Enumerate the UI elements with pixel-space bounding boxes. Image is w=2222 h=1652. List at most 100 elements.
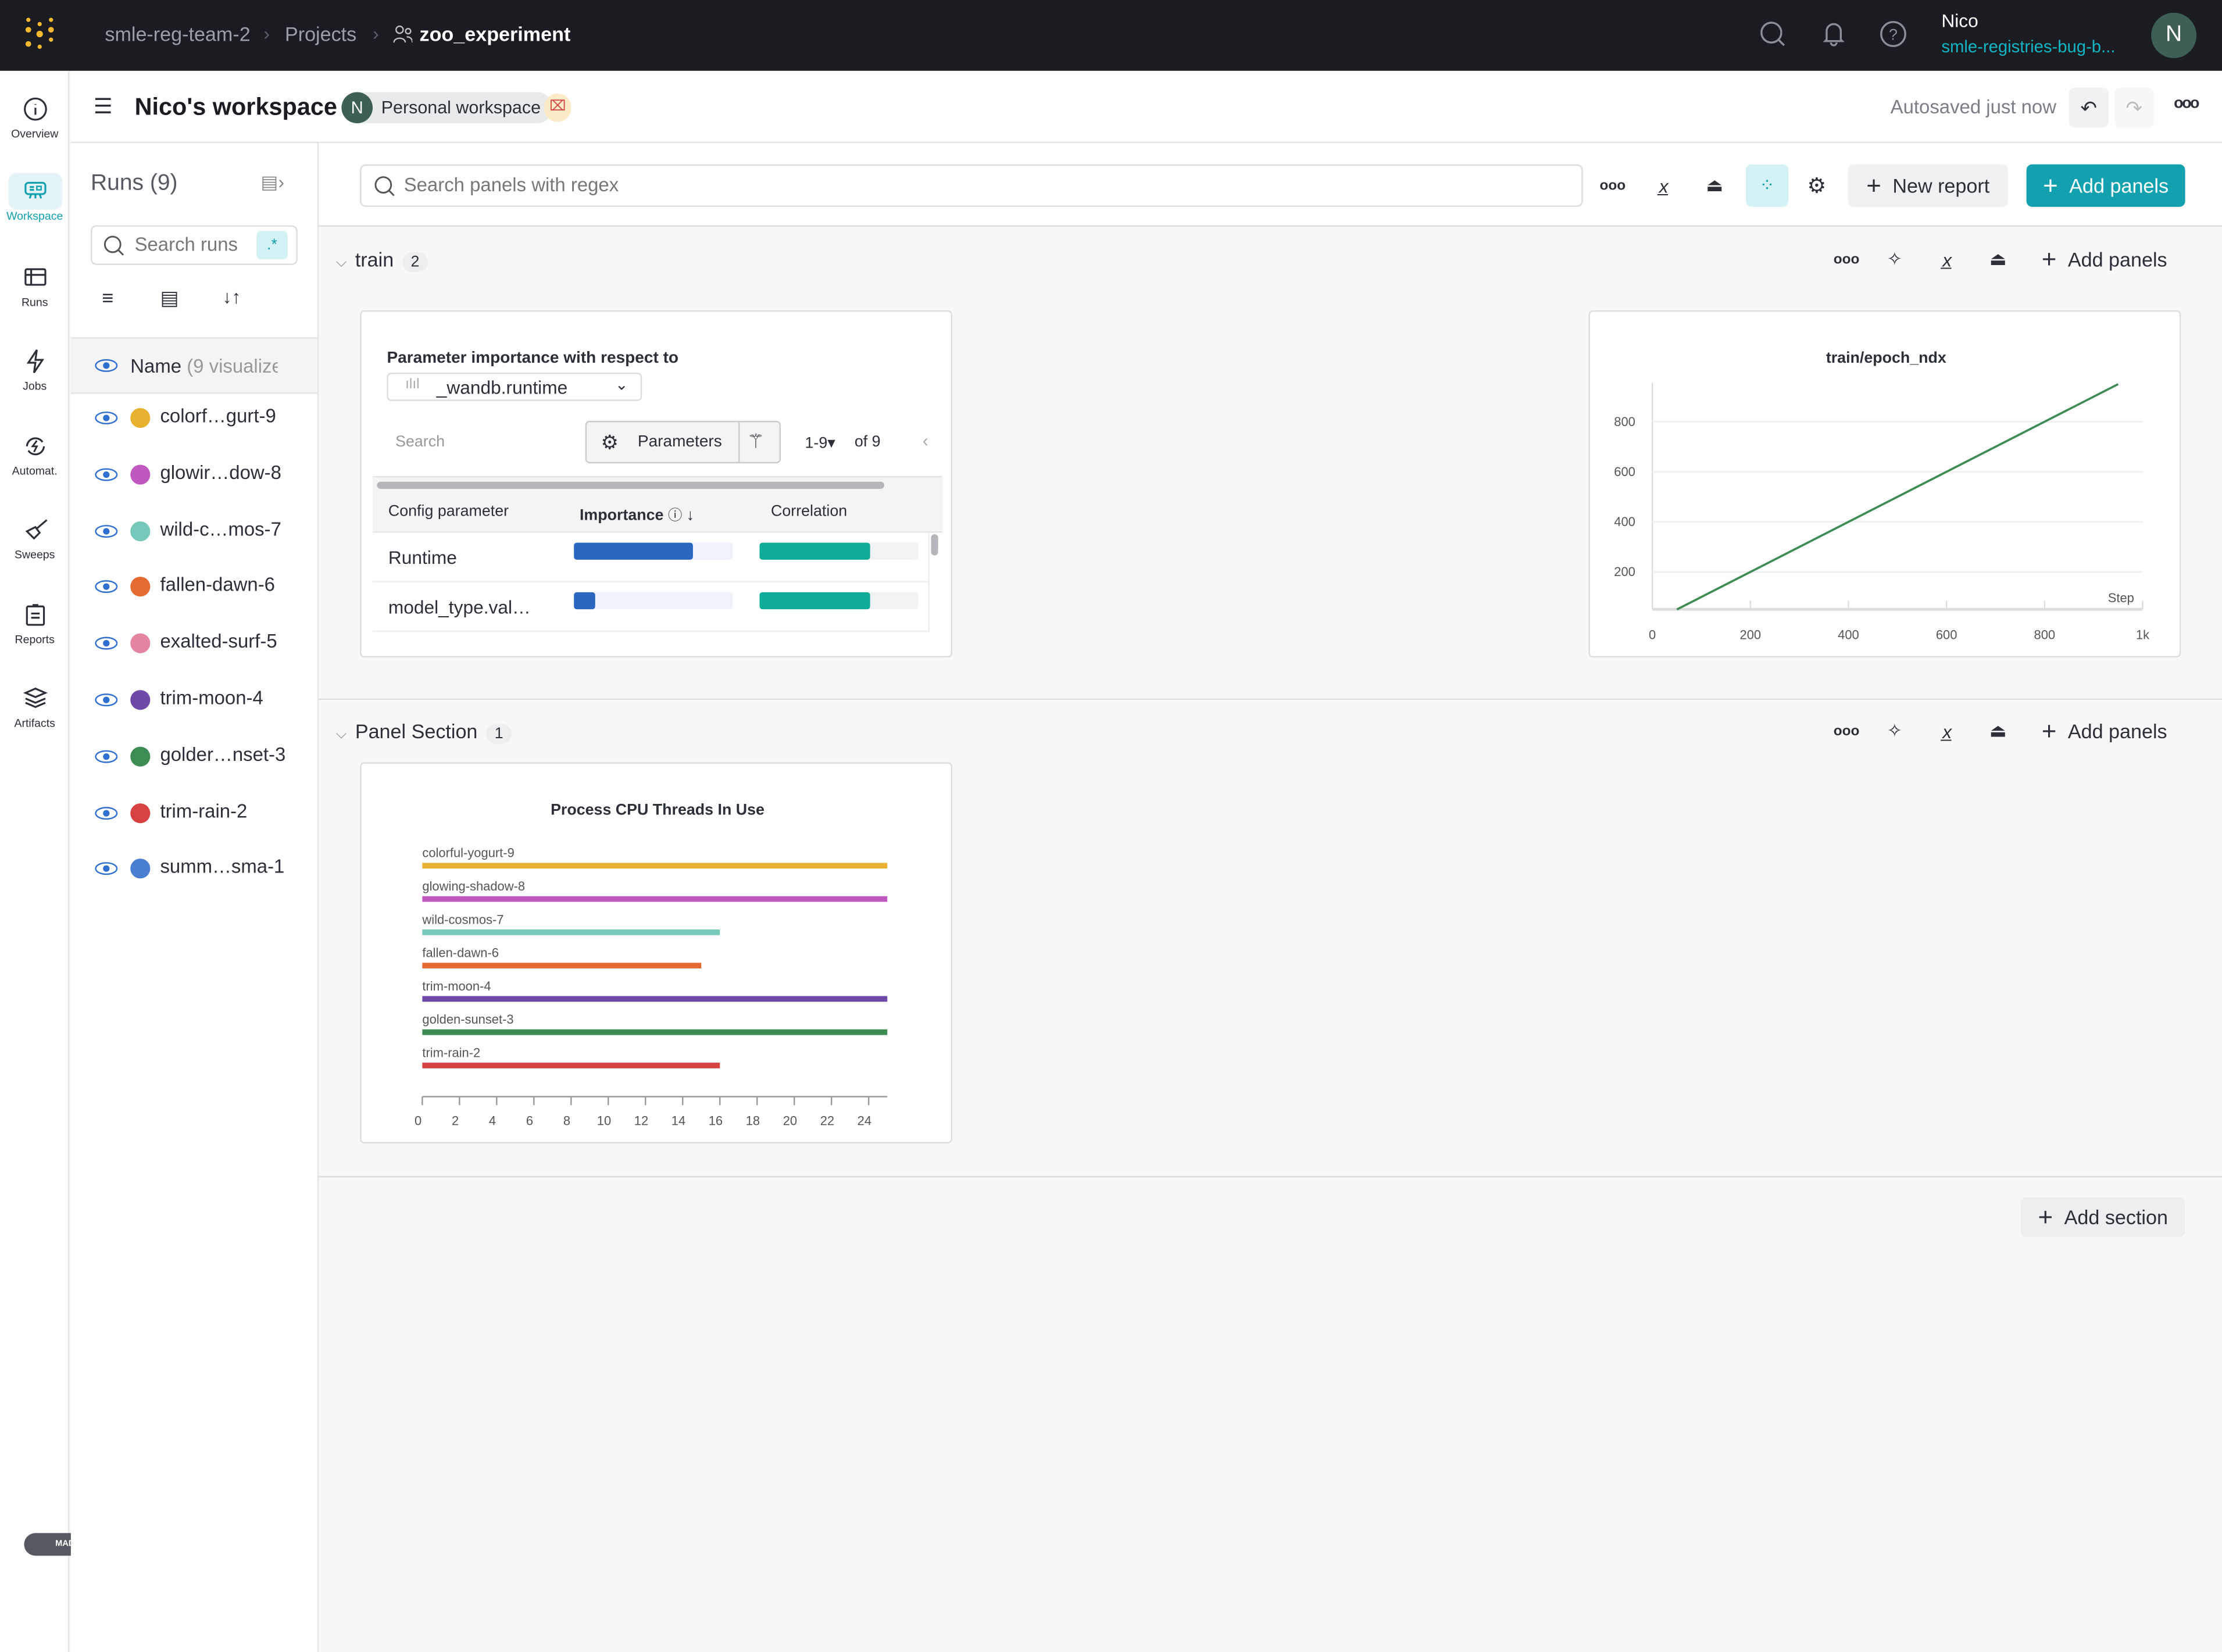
run-row[interactable]: golder…nset-3 xyxy=(71,734,317,791)
pager-select[interactable]: 1-9▾ xyxy=(805,435,835,452)
run-color-dot[interactable] xyxy=(130,803,151,823)
run-row[interactable]: summ…sma-1 xyxy=(71,846,317,903)
run-row[interactable]: glowir…dow-8 xyxy=(71,452,317,509)
param-search-input[interactable]: Search xyxy=(395,433,445,451)
bar[interactable] xyxy=(422,963,702,969)
run-name[interactable]: summ…sma-1 xyxy=(160,856,285,878)
more-options-icon[interactable]: ooo xyxy=(1833,723,1860,739)
x-axis-icon[interactable]: x̲ xyxy=(1659,175,1669,196)
run-color-dot[interactable] xyxy=(130,690,151,710)
workspace-type-badge[interactable]: N Personal workspace xyxy=(341,92,552,124)
new-report-button[interactable]: + New report xyxy=(1848,164,2008,207)
help-icon[interactable]: ? xyxy=(1879,20,1907,48)
nav-overview[interactable]: Overview xyxy=(0,96,69,140)
chevron-left-icon[interactable]: ‹ xyxy=(922,431,928,451)
nav-artifacts[interactable]: Artifacts xyxy=(0,686,69,730)
horizontal-scrollbar[interactable] xyxy=(373,476,942,494)
column-correlation[interactable]: Correlation xyxy=(771,503,848,520)
eye-icon[interactable] xyxy=(95,749,118,763)
scrollbar-thumb[interactable] xyxy=(931,534,938,556)
hamburger-menu-icon[interactable]: ☰ xyxy=(93,95,113,119)
more-options-icon[interactable]: ooo xyxy=(2174,95,2199,112)
eye-icon[interactable] xyxy=(95,524,118,538)
runs-name-header[interactable]: Name (9 visualize xyxy=(70,337,317,394)
bar[interactable] xyxy=(422,996,888,1002)
user-avatar[interactable]: N xyxy=(2151,12,2197,58)
scrollbar-thumb[interactable] xyxy=(377,481,884,489)
smoothing-icon[interactable]: ⏏ xyxy=(1989,248,2007,270)
run-name[interactable]: glowir…dow-8 xyxy=(160,462,281,483)
eye-icon[interactable] xyxy=(95,411,118,425)
eye-icon[interactable] xyxy=(95,693,118,707)
run-name[interactable]: golder…nset-3 xyxy=(160,743,286,765)
x-axis-icon[interactable]: x̲ xyxy=(1942,248,1952,270)
sort-icon[interactable]: ↓↑ xyxy=(222,286,241,307)
run-color-dot[interactable] xyxy=(130,859,151,879)
nav-reports[interactable]: Reports xyxy=(0,602,69,646)
run-color-dot[interactable] xyxy=(130,577,151,598)
bar[interactable] xyxy=(422,863,888,869)
eye-icon[interactable] xyxy=(95,359,118,373)
columns-icon[interactable]: ▤ xyxy=(160,286,179,309)
vertical-scrollbar[interactable] xyxy=(928,532,940,632)
nav-sweeps[interactable]: Sweeps xyxy=(0,517,69,561)
run-row[interactable]: colorf…gurt-9 xyxy=(71,395,317,452)
outliers-toggle-icon[interactable]: ⁘ xyxy=(1746,164,1789,207)
settings-gear-icon[interactable]: ⚙ xyxy=(1807,174,1827,199)
column-importance[interactable]: Importance ⓘ ↓ xyxy=(580,503,694,524)
nav-jobs[interactable]: Jobs xyxy=(0,349,69,392)
column-config-parameter[interactable]: Config parameter xyxy=(388,503,509,520)
breadcrumb-projects[interactable]: Projects xyxy=(284,23,357,45)
smoothing-icon[interactable]: ⏏ xyxy=(1989,720,2007,741)
line-chart[interactable]: train/epoch_ndx 200 400 600 800 0 200 400 600 800… xyxy=(1590,312,2182,659)
eye-icon[interactable] xyxy=(95,467,118,481)
undo-button[interactable]: ↶ xyxy=(2069,88,2109,128)
nav-runs[interactable]: Runs xyxy=(0,265,69,309)
run-name[interactable]: trim-rain-2 xyxy=(160,800,248,821)
eye-icon[interactable] xyxy=(95,862,118,876)
magic-wand-icon[interactable]: ✧ xyxy=(1887,720,1903,741)
wandb-logo-icon[interactable] xyxy=(24,16,58,52)
series-line[interactable] xyxy=(1676,383,2119,611)
section-train-header[interactable]: ⌵ train 2 xyxy=(336,248,428,272)
run-color-dot[interactable] xyxy=(130,408,151,428)
bug-report-icon[interactable]: ⌧ xyxy=(544,93,571,122)
add-section-button[interactable]: + Add section xyxy=(2020,1197,2185,1237)
smoothing-icon[interactable]: ⏏ xyxy=(1706,174,1724,196)
filter-icon[interactable]: ≡ xyxy=(102,286,114,309)
run-row[interactable]: wild-c…mos-7 xyxy=(71,508,317,565)
add-panels-button[interactable]: + Add panels xyxy=(2026,164,2185,207)
run-row[interactable]: trim-moon-4 xyxy=(71,677,317,734)
nav-workspace[interactable]: Workspace xyxy=(0,173,69,223)
x-axis-icon[interactable]: x̲ xyxy=(1942,720,1952,742)
run-row[interactable]: trim-rain-2 xyxy=(71,790,317,847)
expand-runs-table-icon[interactable]: ▤› xyxy=(260,171,285,193)
run-row[interactable]: exalted-surf-5 xyxy=(71,621,317,678)
parameters-button[interactable]: Parameters xyxy=(637,433,722,451)
regex-toggle[interactable]: .* xyxy=(256,231,288,260)
search-panels-input[interactable]: Search panels with regex xyxy=(360,164,1583,207)
magic-wand-icon[interactable]: ✧ xyxy=(1887,248,1903,270)
eye-icon[interactable] xyxy=(95,637,118,650)
breadcrumb-team[interactable]: smle-reg-team-2 xyxy=(105,23,251,45)
run-name[interactable]: fallen-dawn-6 xyxy=(160,574,275,596)
more-options-icon[interactable]: ooo xyxy=(1599,177,1626,194)
run-color-dot[interactable] xyxy=(130,464,151,485)
section-panel-section-header[interactable]: ⌵ Panel Section 1 xyxy=(336,720,512,744)
run-row[interactable]: fallen-dawn-6 xyxy=(71,564,317,621)
run-color-dot[interactable] xyxy=(130,634,151,654)
run-name[interactable]: trim-moon-4 xyxy=(160,687,263,709)
magic-wand-icon[interactable]: ⚚ xyxy=(746,429,765,452)
more-options-icon[interactable]: ooo xyxy=(1833,251,1860,267)
bar[interactable] xyxy=(422,1029,888,1035)
run-name[interactable]: exalted-surf-5 xyxy=(160,631,277,652)
run-color-dot[interactable] xyxy=(130,746,151,767)
user-org[interactable]: smle-registries-bug-b... xyxy=(1941,37,2116,57)
metric-select[interactable]: ılıl _wandb.runtime ⌄ xyxy=(387,373,642,401)
breadcrumb-project[interactable]: zoo_experiment xyxy=(419,23,571,45)
bar[interactable] xyxy=(422,896,888,902)
section-add-panels-button[interactable]: + Add panels xyxy=(2034,711,2175,751)
bar[interactable] xyxy=(422,1063,720,1068)
redo-button[interactable]: ↷ xyxy=(2114,88,2154,128)
search-icon[interactable] xyxy=(1759,20,1787,48)
